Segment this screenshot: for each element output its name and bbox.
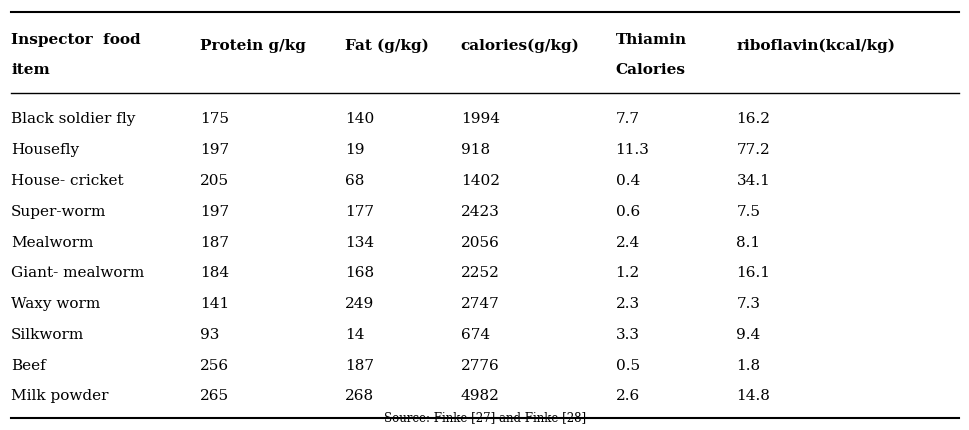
Text: 9.4: 9.4: [735, 328, 760, 342]
Text: item: item: [11, 63, 49, 77]
Text: Beef: Beef: [11, 359, 46, 372]
Text: 168: 168: [344, 266, 373, 280]
Text: Giant- mealworm: Giant- mealworm: [11, 266, 144, 280]
Text: 2056: 2056: [460, 236, 499, 249]
Text: 187: 187: [200, 236, 229, 249]
Text: 177: 177: [344, 205, 373, 219]
Text: 1.8: 1.8: [735, 359, 760, 372]
Text: 134: 134: [344, 236, 373, 249]
Text: Black soldier fly: Black soldier fly: [11, 113, 136, 126]
Text: 2252: 2252: [460, 266, 499, 280]
Text: 77.2: 77.2: [735, 143, 769, 157]
Text: 7.3: 7.3: [735, 297, 760, 311]
Text: Protein g/kg: Protein g/kg: [200, 39, 305, 53]
Text: 197: 197: [200, 143, 229, 157]
Text: 7.7: 7.7: [615, 113, 639, 126]
Text: 674: 674: [460, 328, 489, 342]
Text: 918: 918: [460, 143, 489, 157]
Text: 93: 93: [200, 328, 219, 342]
Text: 2423: 2423: [460, 205, 499, 219]
Text: Milk powder: Milk powder: [11, 389, 109, 403]
Text: 141: 141: [200, 297, 229, 311]
Text: 1402: 1402: [460, 174, 499, 188]
Text: 3.3: 3.3: [615, 328, 639, 342]
Text: 11.3: 11.3: [615, 143, 649, 157]
Text: 268: 268: [344, 389, 373, 403]
Text: 0.5: 0.5: [615, 359, 639, 372]
Text: 2.6: 2.6: [615, 389, 640, 403]
Text: 19: 19: [344, 143, 364, 157]
Text: 8.1: 8.1: [735, 236, 760, 249]
Text: 68: 68: [344, 174, 363, 188]
Text: Calories: Calories: [615, 63, 685, 77]
Text: 34.1: 34.1: [735, 174, 769, 188]
Text: Waxy worm: Waxy worm: [11, 297, 100, 311]
Text: 0.4: 0.4: [615, 174, 640, 188]
Text: 197: 197: [200, 205, 229, 219]
Text: Fat (g/kg): Fat (g/kg): [344, 39, 428, 53]
Text: 2.3: 2.3: [615, 297, 639, 311]
Text: 249: 249: [344, 297, 374, 311]
Text: 187: 187: [344, 359, 373, 372]
Text: 140: 140: [344, 113, 374, 126]
Text: 14.8: 14.8: [735, 389, 769, 403]
Text: 7.5: 7.5: [735, 205, 760, 219]
Text: 2776: 2776: [460, 359, 499, 372]
Text: Thiamin: Thiamin: [615, 34, 686, 47]
Text: 205: 205: [200, 174, 229, 188]
Text: 256: 256: [200, 359, 229, 372]
Text: 1.2: 1.2: [615, 266, 640, 280]
Text: riboflavin(kcal/kg): riboflavin(kcal/kg): [735, 39, 894, 53]
Text: 265: 265: [200, 389, 229, 403]
Text: calories(g/kg): calories(g/kg): [460, 39, 579, 53]
Text: 2747: 2747: [460, 297, 499, 311]
Text: 2.4: 2.4: [615, 236, 640, 249]
Text: Silkworm: Silkworm: [11, 328, 84, 342]
Text: 184: 184: [200, 266, 229, 280]
Text: 16.1: 16.1: [735, 266, 769, 280]
Text: Housefly: Housefly: [11, 143, 79, 157]
Text: 4982: 4982: [460, 389, 499, 403]
Text: 16.2: 16.2: [735, 113, 769, 126]
Text: 0.6: 0.6: [615, 205, 640, 219]
Text: 14: 14: [344, 328, 364, 342]
Text: Source: Finke [27] and Finke [28]: Source: Finke [27] and Finke [28]: [384, 412, 585, 424]
Text: 1994: 1994: [460, 113, 499, 126]
Text: Mealworm: Mealworm: [11, 236, 93, 249]
Text: House- cricket: House- cricket: [11, 174, 124, 188]
Text: Inspector  food: Inspector food: [11, 34, 141, 47]
Text: 175: 175: [200, 113, 229, 126]
Text: Super-worm: Super-worm: [11, 205, 107, 219]
